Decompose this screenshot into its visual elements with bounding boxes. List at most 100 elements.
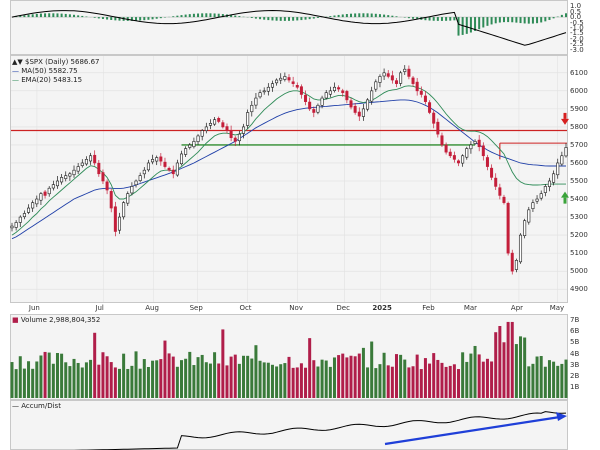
macd-histogram-bar (130, 17, 133, 21)
volume-bar (80, 367, 84, 398)
macd-histogram-bar (292, 17, 295, 21)
candle-body (361, 108, 365, 117)
candle-body (283, 76, 287, 80)
candle-body (151, 159, 155, 163)
candle-body (485, 157, 489, 167)
date-tick-label: Nov (289, 304, 303, 312)
macd-histogram-bar (453, 17, 456, 21)
candle-body (84, 159, 88, 165)
volume-bar (519, 336, 523, 398)
candle-body (448, 151, 452, 157)
volume-bar (357, 353, 361, 398)
trend-arrow-icon (556, 412, 567, 421)
volume-tick-label: 5B (570, 338, 580, 347)
volume-bar (213, 352, 217, 398)
volume-bar (547, 360, 551, 398)
candle-body (543, 186, 547, 193)
macd-histogram-bar (544, 17, 547, 22)
volume-bar (341, 353, 345, 398)
macd-histogram-bar (337, 14, 340, 18)
macd-histogram-bar (283, 17, 286, 21)
macd-histogram-bar (407, 17, 410, 19)
macd-histogram-bar (19, 15, 22, 18)
volume-bar (374, 368, 378, 398)
price-tick-label: 5800 (570, 122, 588, 131)
date-tick-label: Aug (145, 304, 159, 312)
macd-histogram-bar (85, 16, 88, 18)
macd-histogram-bar (184, 14, 187, 18)
volume-label: Volume 2,988,804,352 (20, 316, 101, 324)
macd-histogram-bar (300, 17, 303, 21)
candle-body (10, 225, 14, 229)
volume-bar (304, 367, 308, 398)
candle-body (357, 111, 361, 117)
candle-body (498, 187, 502, 196)
volume-bar (399, 354, 403, 398)
volume-bar (419, 369, 423, 398)
candle-body (89, 155, 93, 162)
macd-histogram-bar (60, 13, 63, 18)
candle-body (217, 118, 221, 122)
volume-bar (117, 368, 121, 398)
macd-histogram-bar (250, 17, 253, 19)
candle-body (275, 79, 279, 84)
candle-body (423, 95, 427, 102)
volume-bar (163, 340, 167, 398)
volume-bar (105, 356, 109, 398)
price-tick-label: 6000 (570, 86, 588, 95)
candle-body (341, 90, 345, 93)
date-tick-label: Mar (463, 304, 478, 312)
macd-histogram-bar (412, 17, 415, 19)
volume-bar (444, 366, 448, 398)
volume-bar (200, 354, 204, 398)
volume-bar (258, 360, 262, 398)
macd-histogram-bar (275, 17, 278, 21)
macd-histogram-bar (118, 17, 121, 21)
candle-body (72, 169, 76, 176)
volume-bar (76, 362, 80, 398)
macd-histogram-bar (457, 17, 460, 36)
macd-histogram-bar (52, 13, 55, 18)
volume-bar (262, 362, 266, 398)
down-arrow-icon (561, 118, 569, 125)
macd-histogram-bar (81, 15, 84, 18)
volume-bar (208, 363, 212, 398)
macd-histogram-bar (77, 15, 80, 18)
candle-body (105, 181, 109, 191)
price-tick-label: 5000 (570, 267, 588, 276)
macd-histogram-bar (172, 16, 175, 18)
candle-body (184, 148, 188, 155)
volume-tick-label: 2B (570, 371, 580, 380)
candle-body (51, 184, 55, 189)
candle-body (270, 83, 274, 88)
volume-bar (287, 356, 291, 398)
macd-histogram-bar (64, 13, 67, 18)
candle-body (113, 206, 117, 232)
candle-body (457, 160, 461, 164)
macd-histogram-bar (267, 17, 270, 21)
candle-body (155, 157, 159, 162)
macd-histogram-bar (354, 13, 357, 18)
macd-histogram-bar (345, 14, 348, 18)
macd-histogram-bar (106, 17, 109, 20)
candle-body (171, 169, 175, 175)
candle-body (242, 126, 246, 134)
macd-histogram-bar (288, 17, 290, 21)
candle-body (539, 193, 543, 199)
volume-bar (295, 367, 299, 398)
macd-histogram-bar (139, 17, 142, 21)
macd-histogram-bar (523, 17, 526, 24)
candle-body (200, 130, 204, 137)
date-tick-label: Jun (28, 304, 40, 312)
legend-ema20-swatch: — (12, 76, 19, 84)
volume-bar (382, 352, 386, 398)
macd-histogram-bar (428, 17, 431, 21)
macd-histogram-bar (197, 13, 200, 18)
macd-histogram-bar (465, 17, 468, 34)
macd-histogram-bar (73, 14, 76, 18)
candle-body (461, 155, 465, 164)
volume-bar (502, 342, 506, 398)
macd-histogram-bar (540, 17, 543, 23)
macd-histogram-bar (548, 17, 551, 20)
candle-body (233, 137, 237, 142)
